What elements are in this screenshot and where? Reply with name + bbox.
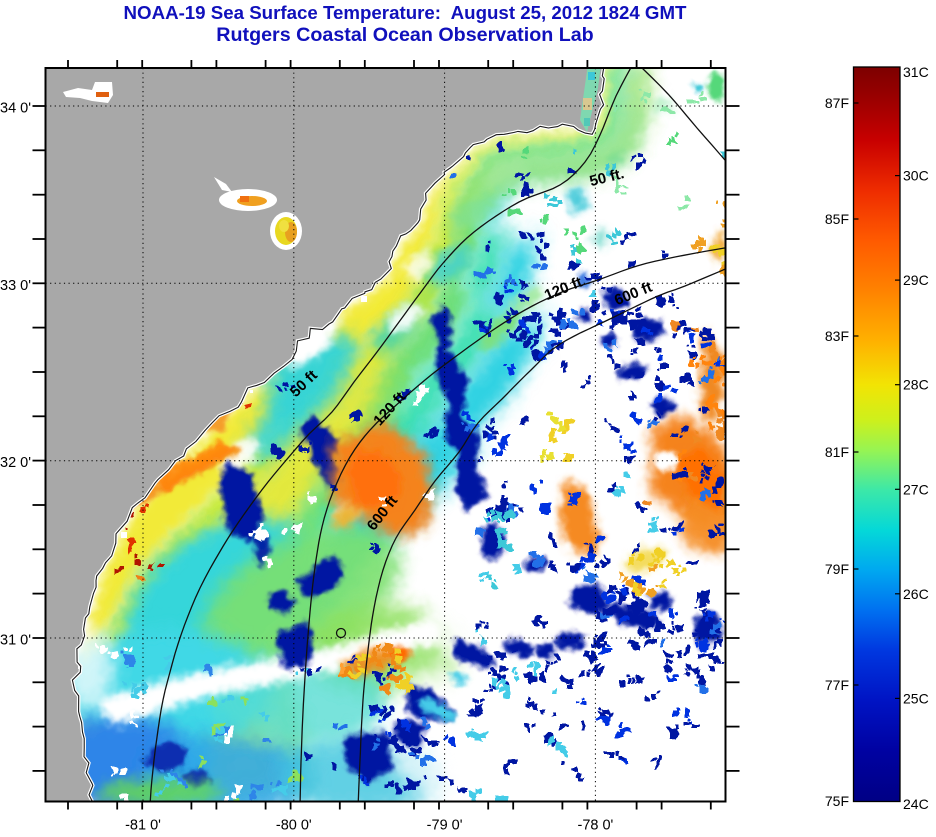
svg-text:30C: 30C	[903, 168, 929, 184]
svg-text:25C: 25C	[903, 690, 929, 706]
svg-text:27C: 27C	[903, 481, 929, 497]
svg-text:75F: 75F	[825, 793, 849, 809]
svg-text:29C: 29C	[903, 272, 929, 288]
svg-text:26C: 26C	[903, 586, 929, 602]
svg-text:83F: 83F	[825, 328, 849, 344]
svg-text:33 0': 33 0'	[0, 278, 31, 294]
svg-text:85F: 85F	[825, 211, 849, 227]
svg-text:31 0': 31 0'	[0, 633, 31, 649]
svg-text:28C: 28C	[903, 377, 929, 393]
svg-text:24C: 24C	[903, 796, 929, 812]
svg-text:-78 0': -78 0'	[577, 818, 613, 833]
svg-text:81F: 81F	[825, 444, 849, 460]
svg-text:77F: 77F	[825, 677, 849, 693]
svg-text:31C: 31C	[903, 64, 929, 80]
svg-text:-79 0': -79 0'	[427, 818, 463, 833]
svg-text:-80 0': -80 0'	[276, 818, 312, 833]
svg-text:87F: 87F	[825, 95, 849, 111]
svg-text:32 0': 32 0'	[0, 455, 31, 471]
svg-text:-81 0': -81 0'	[125, 818, 161, 833]
svg-text:79F: 79F	[825, 561, 849, 577]
svg-text:34 0': 34 0'	[0, 101, 31, 117]
